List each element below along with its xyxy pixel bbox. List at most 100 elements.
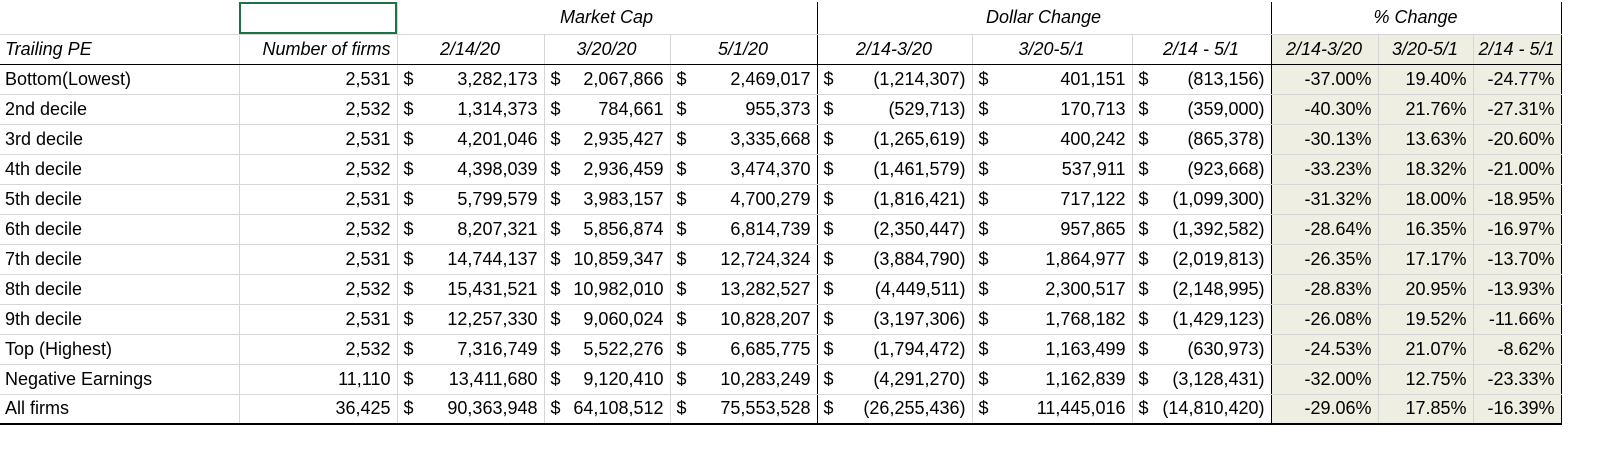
cell-mc-0214[interactable]: $90,363,948 [396,394,545,425]
cell-mc-0501[interactable]: $75,553,528 [670,394,818,425]
cell-dc-1[interactable]: $ (26,255,436) [817,394,973,425]
cell-num-firms[interactable]: 2,532 [239,334,398,365]
cell-pc-1[interactable]: -29.06% [1270,394,1379,425]
cell-dc-1[interactable]: $ (1,816,421) [817,184,973,215]
cell-mc-0214[interactable]: $1,314,373 [396,94,545,125]
cell-pc-2[interactable]: 19.40% [1378,64,1474,95]
cell-pc-2[interactable]: 17.85% [1378,394,1474,425]
cell-mc-0501[interactable]: $10,283,249 [670,364,818,395]
cell-pc-3[interactable]: -11.66% [1473,304,1562,335]
cell-num-firms[interactable]: 2,531 [239,304,398,335]
cell-mc-0501[interactable]: $2,469,017 [670,64,818,95]
cell-dc-2[interactable]: $2,300,517 [972,274,1133,305]
cell-pc-1[interactable]: -32.00% [1270,364,1379,395]
row-label[interactable]: Top (Highest) [0,334,240,365]
cell-dc-2[interactable]: $1,162,839 [972,364,1133,395]
cell-mc-0320[interactable]: $9,120,410 [544,364,671,395]
cell-pc-3[interactable]: -23.33% [1473,364,1562,395]
cell-mc-0320[interactable]: $2,067,866 [544,64,671,95]
row-label[interactable]: 5th decile [0,184,240,215]
cell-mc-0501[interactable]: $12,724,324 [670,244,818,275]
cell-pc-1[interactable]: -24.53% [1270,334,1379,365]
col-num-firms[interactable]: Number of firms [239,34,398,65]
cell-pc-2[interactable]: 19.52% [1378,304,1474,335]
cell-mc-0214[interactable]: $4,201,046 [396,124,545,155]
cell-dc-1[interactable]: $ (529,713) [817,94,973,125]
cell-dc-2[interactable]: $957,865 [972,214,1133,245]
cell-pc-1[interactable]: -31.32% [1270,184,1379,215]
cell-dc-2[interactable]: $537,911 [972,154,1133,185]
cell-mc-0320[interactable]: $2,936,459 [544,154,671,185]
cell-mc-0214[interactable]: $5,799,579 [396,184,545,215]
row-label[interactable]: All firms [0,394,240,425]
cell-mc-0320[interactable]: $2,935,427 [544,124,671,155]
col-dc-3[interactable]: 2/14 - 5/1 [1132,34,1272,65]
cell-num-firms[interactable]: 2,531 [239,124,398,155]
cell-dc-3[interactable]: $ (865,378) [1132,124,1272,155]
cell-pc-2[interactable]: 21.07% [1378,334,1474,365]
cell-dc-3[interactable]: $ (2,148,995) [1132,274,1272,305]
cell-pc-1[interactable]: -26.35% [1270,244,1379,275]
cell-num-firms[interactable]: 2,532 [239,154,398,185]
cell-dc-3[interactable]: $ (359,000) [1132,94,1272,125]
cell-mc-0320[interactable]: $10,982,010 [544,274,671,305]
cell-dc-1[interactable]: $ (1,214,307) [817,64,973,95]
cell-pc-2[interactable]: 20.95% [1378,274,1474,305]
cell-mc-0501[interactable]: $4,700,279 [670,184,818,215]
cell-mc-0501[interactable]: $955,373 [670,94,818,125]
row-label[interactable]: 2nd decile [0,94,240,125]
row-label[interactable]: 6th decile [0,214,240,245]
cell-num-firms[interactable]: 36,425 [239,394,398,425]
cell-dc-2[interactable]: $401,151 [972,64,1133,95]
cell-dc-3[interactable]: $ (1,429,123) [1132,304,1272,335]
cell-dc-1[interactable]: $ (1,265,619) [817,124,973,155]
cell-dc-1[interactable]: $ (4,291,270) [817,364,973,395]
col-pc-3[interactable]: 2/14 - 5/1 [1473,33,1562,65]
cell-num-firms[interactable]: 2,532 [239,94,398,125]
cell-dc-3[interactable]: $ (1,392,582) [1132,214,1272,245]
cell-dc-3[interactable]: $ (630,973) [1132,334,1272,365]
cell-pc-3[interactable]: -13.93% [1473,274,1562,305]
cell-num-firms[interactable]: 11,110 [239,364,398,395]
cell-mc-0214[interactable]: $7,316,749 [396,334,545,365]
cell-num-firms[interactable]: 2,532 [239,274,398,305]
cell-num-firms[interactable]: 2,532 [239,214,398,245]
pct-change-header[interactable]: % Change [1271,2,1562,35]
cell-pc-1[interactable]: -28.83% [1270,274,1379,305]
cell-pc-3[interactable]: -8.62% [1473,334,1562,365]
row-label[interactable]: 4th decile [0,154,240,185]
cell-pc-1[interactable]: -28.64% [1270,214,1379,245]
cell-pc-2[interactable]: 17.17% [1378,244,1474,275]
cell-pc-3[interactable]: -21.00% [1473,154,1562,185]
col-trailing-pe[interactable]: Trailing PE [0,34,240,65]
cell-pc-1[interactable]: -26.08% [1270,304,1379,335]
selected-cell[interactable] [239,2,398,35]
cell-pc-3[interactable]: -16.97% [1473,214,1562,245]
cell-mc-0320[interactable]: $5,856,874 [544,214,671,245]
dollar-change-header[interactable]: Dollar Change [817,2,1272,35]
row-label[interactable]: 7th decile [0,244,240,275]
cell-dc-3[interactable]: $ (1,099,300) [1132,184,1272,215]
cell-num-firms[interactable]: 2,531 [239,64,398,95]
cell-mc-0501[interactable]: $3,335,668 [670,124,818,155]
cell-num-firms[interactable]: 2,531 [239,184,398,215]
cell-dc-2[interactable]: $1,163,499 [972,334,1133,365]
cell-pc-1[interactable]: -30.13% [1270,124,1379,155]
col-pc-2[interactable]: 3/20-5/1 [1378,33,1474,65]
cell-mc-0214[interactable]: $14,744,137 [396,244,545,275]
cell-dc-2[interactable]: $1,864,977 [972,244,1133,275]
col-dc-2[interactable]: 3/20-5/1 [972,34,1133,65]
empty-cell[interactable] [0,2,240,35]
cell-dc-1[interactable]: $ (3,197,306) [817,304,973,335]
cell-pc-1[interactable]: -40.30% [1270,94,1379,125]
row-label[interactable]: Negative Earnings [0,364,240,395]
cell-pc-1[interactable]: -37.00% [1270,64,1379,95]
cell-pc-3[interactable]: -24.77% [1473,64,1562,95]
cell-dc-1[interactable]: $ (3,884,790) [817,244,973,275]
cell-mc-0320[interactable]: $784,661 [544,94,671,125]
cell-dc-2[interactable]: $400,242 [972,124,1133,155]
cell-dc-3[interactable]: $ (2,019,813) [1132,244,1272,275]
cell-mc-0501[interactable]: $6,814,739 [670,214,818,245]
cell-mc-0214[interactable]: $4,398,039 [396,154,545,185]
cell-dc-3[interactable]: $ (813,156) [1132,64,1272,95]
